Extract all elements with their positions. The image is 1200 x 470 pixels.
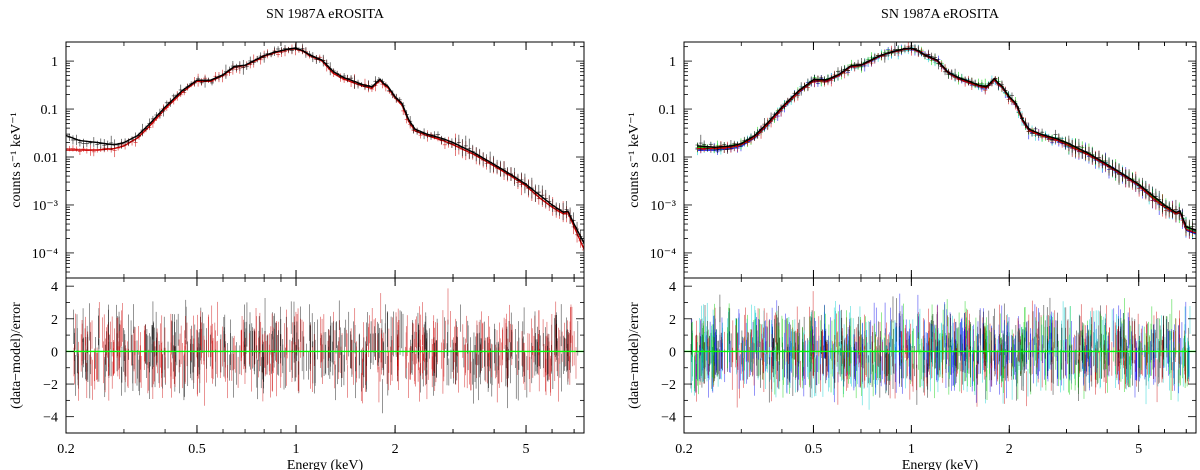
bottom-panel-frame (683, 277, 1197, 434)
y-tick-label-bottom: 2 (669, 313, 676, 328)
x-tick-label: 0.2 (675, 442, 693, 457)
y-tick-label-top: 0.01 (652, 151, 677, 166)
spectrum-series-0 (66, 43, 584, 257)
x-tick-label: 0.5 (188, 442, 206, 457)
spectrum-series-1 (66, 43, 584, 251)
top-panel-frame (683, 41, 1197, 279)
model-line (66, 48, 584, 250)
x-axis-label: Energy (keV) (902, 458, 979, 470)
y-tick-label-top: 0.01 (34, 151, 59, 166)
top-panel-frame (65, 41, 585, 279)
x-tick-label: 1 (293, 442, 300, 457)
y-tick-label-top: 10⁻⁴ (650, 247, 676, 262)
y-axis-label-bottom: (data−model)/error (627, 302, 642, 409)
residual-panel (73, 288, 579, 414)
model-line (66, 47, 584, 244)
y-tick-label-bottom: 4 (51, 280, 58, 295)
y-tick-label-top: 1 (51, 55, 58, 70)
y-tick-label-top: 10⁻³ (650, 199, 676, 214)
chart-left: SN 1987A eROSITA 0.2 0.5 1 2 5 Energy (keV) 10⁻… (9, 7, 585, 470)
y-tick-label-bottom: 2 (51, 313, 58, 328)
x-tick-label: 2 (392, 442, 399, 457)
y-tick-label-top: 10⁻⁴ (32, 247, 58, 262)
model-line (697, 48, 1196, 234)
y-tick-label-bottom: −2 (43, 378, 58, 393)
y-tick-label-top: 0.1 (41, 103, 59, 118)
bottom-panel-frame (65, 277, 585, 434)
y-tick-label-bottom: −4 (43, 411, 58, 426)
spectrum-series-4 (695, 42, 1196, 238)
x-tick-label: 0.2 (57, 442, 75, 457)
spectrum-series-0 (695, 44, 1196, 240)
y-tick-label-bottom: −4 (661, 411, 676, 426)
x-tick-label: 2 (1006, 442, 1013, 457)
spectrum-panel (66, 43, 584, 257)
y-axis-label-top: counts s⁻¹ keV⁻¹ (9, 112, 24, 208)
y-axis-label-bottom: (data−model)/error (9, 302, 24, 409)
y-tick-label-top: 0.1 (659, 103, 677, 118)
y-tick-label-bottom: 0 (51, 345, 58, 360)
x-tick-label: 0.5 (805, 442, 823, 457)
x-axis-label: Energy (keV) (287, 458, 364, 470)
y-tick-label-bottom: −2 (661, 378, 676, 393)
chart-title: SN 1987A eROSITA (266, 7, 385, 22)
y-tick-label-bottom: 4 (669, 280, 676, 295)
x-tick-label: 5 (523, 442, 530, 457)
model-line (697, 48, 1196, 235)
x-tick-label: 5 (1135, 442, 1142, 457)
y-axis-label-top: counts s⁻¹ keV⁻¹ (627, 112, 642, 208)
model-line (697, 47, 1196, 232)
y-tick-label-top: 1 (669, 55, 676, 70)
y-tick-label-top: 10⁻³ (32, 199, 58, 214)
spectrum-panel (695, 42, 1196, 242)
chart-right: SN 1987A eROSITA 0.2 0.5 1 2 5 Energy (keV) 10⁻… (627, 7, 1197, 470)
y-tick-label-bottom: 0 (669, 345, 676, 360)
model-line (697, 47, 1196, 233)
chart-title: SN 1987A eROSITA (881, 7, 1000, 22)
model-line (697, 47, 1196, 231)
residual-panel (690, 291, 1191, 410)
x-tick-label: 1 (908, 442, 915, 457)
